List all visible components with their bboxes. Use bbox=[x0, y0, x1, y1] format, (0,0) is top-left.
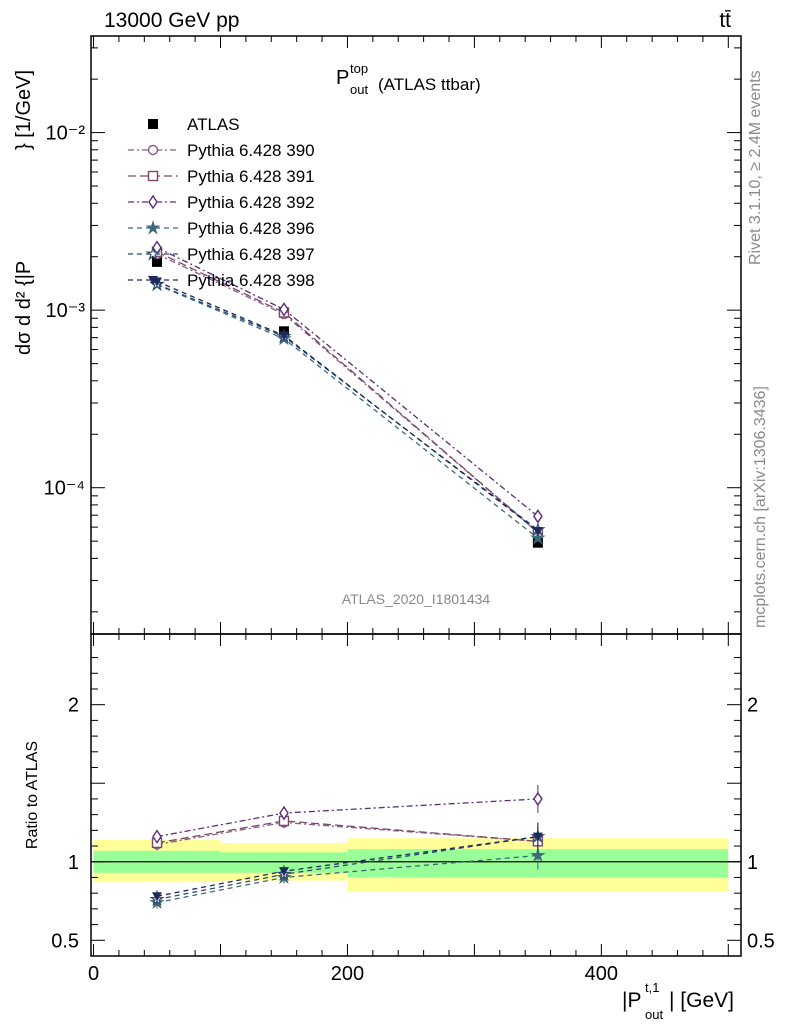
legend-label-6: Pythia 6.428 398 bbox=[187, 271, 315, 290]
legend-marker-3 bbox=[148, 194, 158, 210]
header-left: 13000 GeV pp bbox=[104, 9, 239, 32]
ratio-point-5-2 bbox=[532, 832, 543, 842]
ratio-series-line-2 bbox=[156, 798, 538, 838]
watermark: ATLAS_2020_I1801434 bbox=[342, 591, 491, 607]
legend-marker-5 bbox=[145, 245, 161, 261]
ratio-frame bbox=[90, 633, 742, 957]
main-ytick-label-0: 10⁻² bbox=[46, 123, 86, 145]
main-point-3-1 bbox=[279, 302, 289, 317]
legend-entry-3: Pythia 6.428 392 bbox=[128, 193, 315, 212]
legend-entry-0: ATLAS bbox=[148, 115, 240, 134]
ratio-point-2-0 bbox=[152, 829, 162, 844]
ratio-point-2-1 bbox=[279, 805, 289, 821]
title-sup: top bbox=[350, 61, 368, 76]
ratio-point-2-2 bbox=[533, 791, 543, 807]
main-series-3 bbox=[152, 240, 543, 524]
xlabel: |P t,1 out | [GeV] bbox=[622, 980, 734, 1022]
ratio-ytick-label-left-2: 2 bbox=[68, 695, 79, 717]
legend-marker-6 bbox=[148, 276, 158, 285]
legend-label-1: Pythia 6.428 390 bbox=[187, 141, 315, 160]
ratio-ylabel: Ratio to ATLAS bbox=[24, 741, 41, 849]
axes-frames bbox=[90, 35, 742, 957]
title-rest: (ATLAS ttbar) bbox=[378, 75, 481, 94]
legend-marker-1 bbox=[147, 144, 159, 156]
ratio-series-2 bbox=[152, 784, 543, 844]
main-series-line-2 bbox=[156, 251, 539, 533]
legend-marker-2 bbox=[147, 170, 159, 182]
main-series-0 bbox=[152, 256, 543, 548]
legend-label-2: Pythia 6.428 391 bbox=[187, 167, 315, 186]
data-series bbox=[149, 240, 546, 910]
ratio-ytick-label-left-1: 1 bbox=[68, 852, 79, 874]
legend-entry-2: Pythia 6.428 391 bbox=[128, 167, 315, 186]
ratio-series-5 bbox=[152, 822, 543, 903]
title-main: P bbox=[336, 67, 349, 89]
main-point-0-0 bbox=[152, 256, 163, 267]
mcplots-label: mcplots.cern.ch [arXiv:1306.3436] bbox=[752, 386, 769, 628]
svg-text:P: P bbox=[336, 67, 349, 89]
legend-entry-4: Pythia 6.428 396 bbox=[128, 219, 315, 238]
main-ytick-label-1: 10⁻³ bbox=[46, 300, 86, 322]
legend-label-3: Pythia 6.428 392 bbox=[187, 193, 315, 212]
legend-entry-5: Pythia 6.428 397 bbox=[128, 245, 315, 264]
main-ylabel-unit: } [1/GeV] bbox=[13, 70, 35, 150]
ratio-ytick-label-right-2: 2 bbox=[747, 695, 758, 717]
legend-label-5: Pythia 6.428 397 bbox=[187, 245, 315, 264]
ratio-ytick-label-left-0: 0.5 bbox=[51, 930, 79, 952]
main-series-line-4 bbox=[156, 284, 539, 539]
xtick-label-1: 200 bbox=[331, 963, 364, 985]
ratio-point-5-0 bbox=[152, 892, 163, 902]
legend-label-4: Pythia 6.428 396 bbox=[187, 219, 315, 238]
main-ylabel: dσ d d² {|P } [1/GeV] bbox=[13, 70, 35, 355]
xtick-label-0: 0 bbox=[88, 963, 99, 985]
xlabel-main: |P bbox=[622, 989, 641, 1012]
main-ylabel-text: dσ d d² {|P bbox=[13, 261, 35, 355]
title-sub: out bbox=[350, 82, 368, 97]
main-title: P top out (ATLAS ttbar) bbox=[336, 61, 481, 97]
legend-entry-1: Pythia 6.428 390 bbox=[128, 141, 315, 160]
band-green-1 bbox=[220, 852, 348, 873]
main-series-2 bbox=[151, 246, 544, 538]
xlabel-sub: out bbox=[645, 1007, 663, 1022]
main-series-5 bbox=[149, 276, 546, 537]
ratio-ytick-label-right-1: 1 bbox=[747, 852, 758, 874]
legend-entry-6: Pythia 6.428 398 bbox=[128, 271, 315, 290]
main-point-0-2 bbox=[532, 537, 543, 548]
rivet-label: Rivet 3.1.10, ≥ 2.4M events bbox=[747, 70, 764, 265]
legend-marker-4 bbox=[145, 219, 161, 235]
ratio-point-3-2 bbox=[530, 847, 546, 863]
main-series-4 bbox=[149, 276, 546, 545]
ratio-ytick-label-right-0: 0.5 bbox=[747, 930, 775, 952]
main-point-4-2 bbox=[530, 530, 546, 545]
xlabel-sup: t,1 bbox=[645, 980, 659, 995]
main-ytick-label-2: 10⁻⁴ bbox=[44, 478, 85, 500]
legend-marker-0 bbox=[148, 119, 158, 129]
legend: ATLAS Pythia 6.428 390 Pythia 6.428 391 Pyt… bbox=[128, 115, 315, 290]
ratio-bands bbox=[91, 838, 741, 892]
axis-ticks: 0 200 400 10⁻² 10⁻³ 10⁻⁴ 0.5 0.5 1 1 2 2 bbox=[44, 36, 775, 985]
ratio-series-line-1 bbox=[156, 820, 538, 844]
ratio-point-5-1 bbox=[278, 867, 289, 877]
legend-label-0: ATLAS bbox=[187, 115, 240, 134]
main-series-line-1 bbox=[156, 253, 539, 533]
header-right: tt̄ bbox=[719, 9, 731, 32]
main-series-1 bbox=[151, 248, 544, 538]
main-point-6-1 bbox=[278, 331, 289, 341]
main-point-6-2 bbox=[532, 527, 543, 537]
main-series-6 bbox=[152, 277, 543, 537]
main-point-3-2 bbox=[533, 509, 543, 524]
xlabel-rest: | [GeV] bbox=[669, 989, 734, 1012]
xtick-label-2: 400 bbox=[585, 963, 618, 985]
